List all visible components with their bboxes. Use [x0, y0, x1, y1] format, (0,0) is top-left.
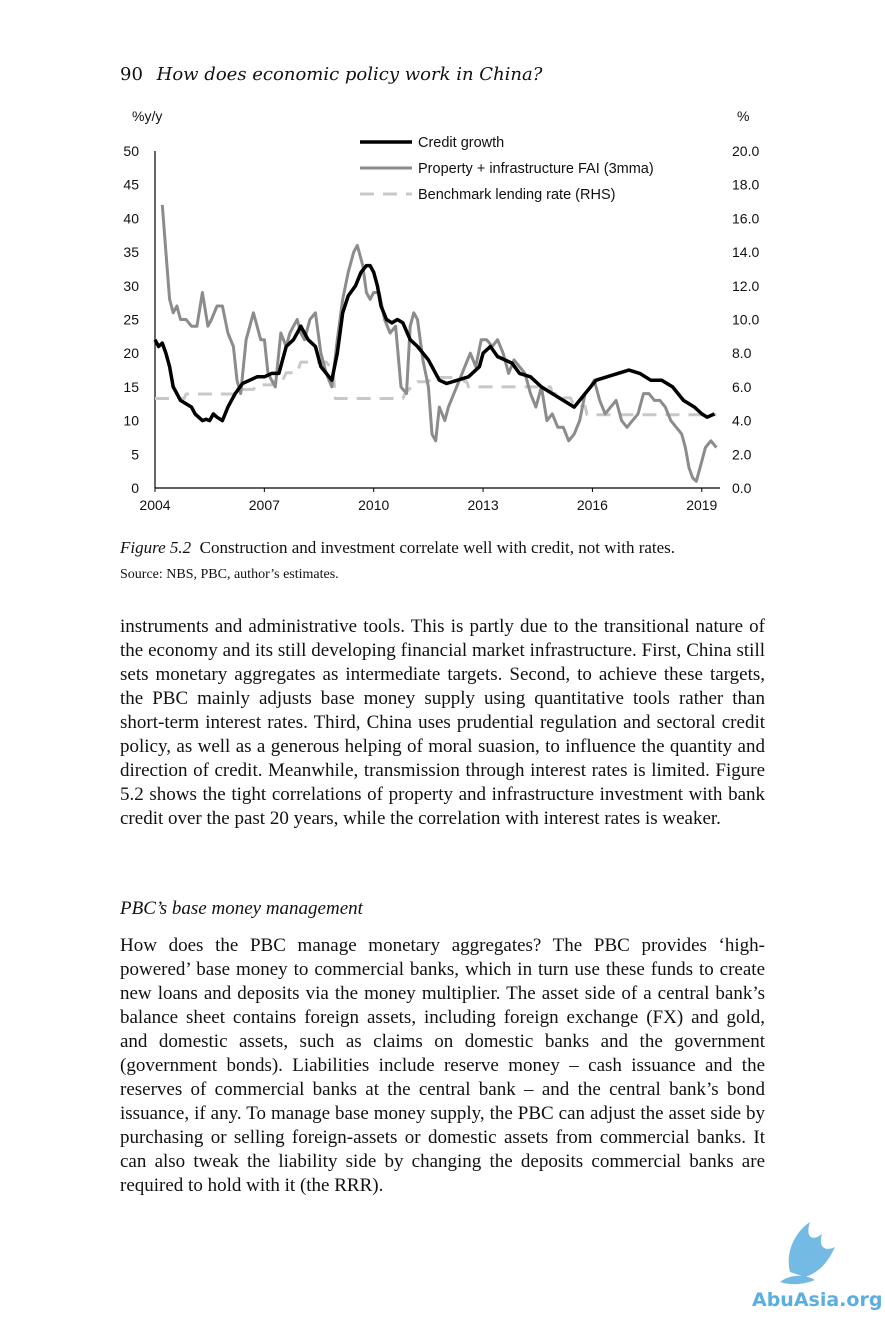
y-right-tick-label: 10.0: [732, 312, 759, 328]
watermark-text: AbuAsia.org: [752, 1289, 882, 1311]
figure-caption: Figure 5.2 Construction and investment c…: [120, 538, 675, 558]
x-tick-label: 2004: [139, 497, 170, 513]
legend-label-1: Property + infrastructure FAI (3mma): [418, 161, 654, 177]
legend-label-2: Benchmark lending rate (RHS): [418, 187, 615, 203]
y-left-tick-label: 30: [123, 278, 139, 294]
y-right-tick-label: 2.0: [732, 446, 752, 462]
x-tick-label: 2013: [467, 497, 498, 513]
y-right-tick-label: 18.0: [732, 177, 759, 193]
y-axis-right-title: %: [737, 108, 749, 124]
chart-axes: %y/y % 0 5 10 15 20 25 30 35 40 45 50 0.0 2.0 4.0 6.0 8.0…: [123, 108, 759, 513]
section-heading: PBC’s base money management: [120, 898, 363, 919]
chart-legend: Credit growth Property + infrastructure F…: [360, 135, 654, 203]
y-left-tick-label: 5: [131, 446, 139, 462]
y-left-tick-label: 50: [123, 143, 139, 159]
y-right-tick-label: 6.0: [732, 379, 752, 395]
body-paragraph-2: How does the PBC manage monetary aggrega…: [120, 935, 765, 1196]
y-right-tick-label: 16.0: [732, 210, 759, 226]
y-right-tick-label: 20.0: [732, 143, 759, 159]
chart-lines: [153, 204, 718, 483]
y-right-tick-label: 4.0: [732, 413, 752, 429]
series-line-2: [155, 360, 717, 417]
y-right-tick-label: 12.0: [732, 278, 759, 294]
series-line-0: [153, 263, 716, 423]
y-right-tick-label: 8.0: [732, 345, 752, 361]
y-axis-left-title: %y/y: [132, 108, 162, 124]
legend-label-0: Credit growth: [418, 135, 504, 151]
y-right-tick-label: 0.0: [732, 480, 752, 496]
figure-source: Source: NBS, PBC, author’s estimates.: [120, 567, 339, 582]
y-left-tick-label: 35: [123, 244, 139, 260]
figure-label: Figure 5.2: [120, 538, 192, 557]
x-tick-label: 2007: [249, 497, 280, 513]
y-left-tick-label: 0: [131, 480, 139, 496]
page-number: 90: [120, 64, 143, 85]
body-paragraph-1: instruments and administrative tools. Th…: [120, 616, 765, 829]
x-tick-label: 2019: [686, 497, 717, 513]
y-left-tick-label: 45: [123, 177, 139, 193]
running-title: How does economic policy work in China?: [156, 64, 543, 85]
y-left-tick-label: 10: [123, 413, 139, 429]
x-tick-label: 2016: [577, 497, 608, 513]
y-left-tick-label: 25: [123, 312, 139, 328]
bird-icon: [780, 1222, 835, 1285]
figure-chart: %y/y % 0 5 10 15 20 25 30 35 40 45 50 0.0 2.0 4.0 6.0 8.0…: [123, 108, 759, 513]
y-left-tick-label: 20: [123, 345, 139, 361]
series-line-1: [160, 204, 718, 483]
x-tick-label: 2010: [358, 497, 389, 513]
y-right-tick-label: 14.0: [732, 244, 759, 260]
watermark-logo: AbuAsia.org: [752, 1222, 882, 1311]
figure-caption-text: Construction and investment correlate we…: [199, 538, 676, 557]
y-left-tick-label: 15: [123, 379, 139, 395]
running-header: 90 How does economic policy work in Chin…: [120, 64, 542, 85]
y-left-tick-label: 40: [123, 210, 139, 226]
